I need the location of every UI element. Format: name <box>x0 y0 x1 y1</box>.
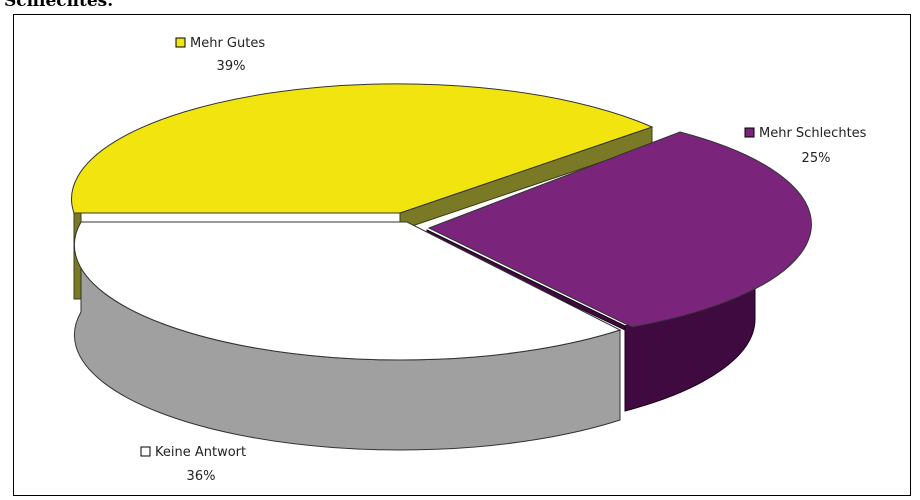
slice-keine-antwort <box>73 221 622 361</box>
slice-mehr-schlechtes <box>427 131 812 328</box>
label-mehr-gutes: Mehr Gutes <box>190 36 265 51</box>
value-keine-antwort: 36% <box>187 469 216 484</box>
legend-swatch-mehr-schlechtes <box>744 127 755 138</box>
label-mehr-schlechtes: Mehr Schlechtes <box>759 126 867 141</box>
slice-mehr-gutes <box>71 83 654 214</box>
legend-swatch-keine-antwort <box>140 446 151 457</box>
value-mehr-gutes: 39% <box>217 59 246 74</box>
legend-swatch-mehr-gutes <box>175 37 186 48</box>
value-mehr-schlechtes: 25% <box>802 151 831 166</box>
label-keine-antwort: Keine Antwort <box>155 445 246 460</box>
page-heading: Schlechtes. <box>4 0 114 11</box>
